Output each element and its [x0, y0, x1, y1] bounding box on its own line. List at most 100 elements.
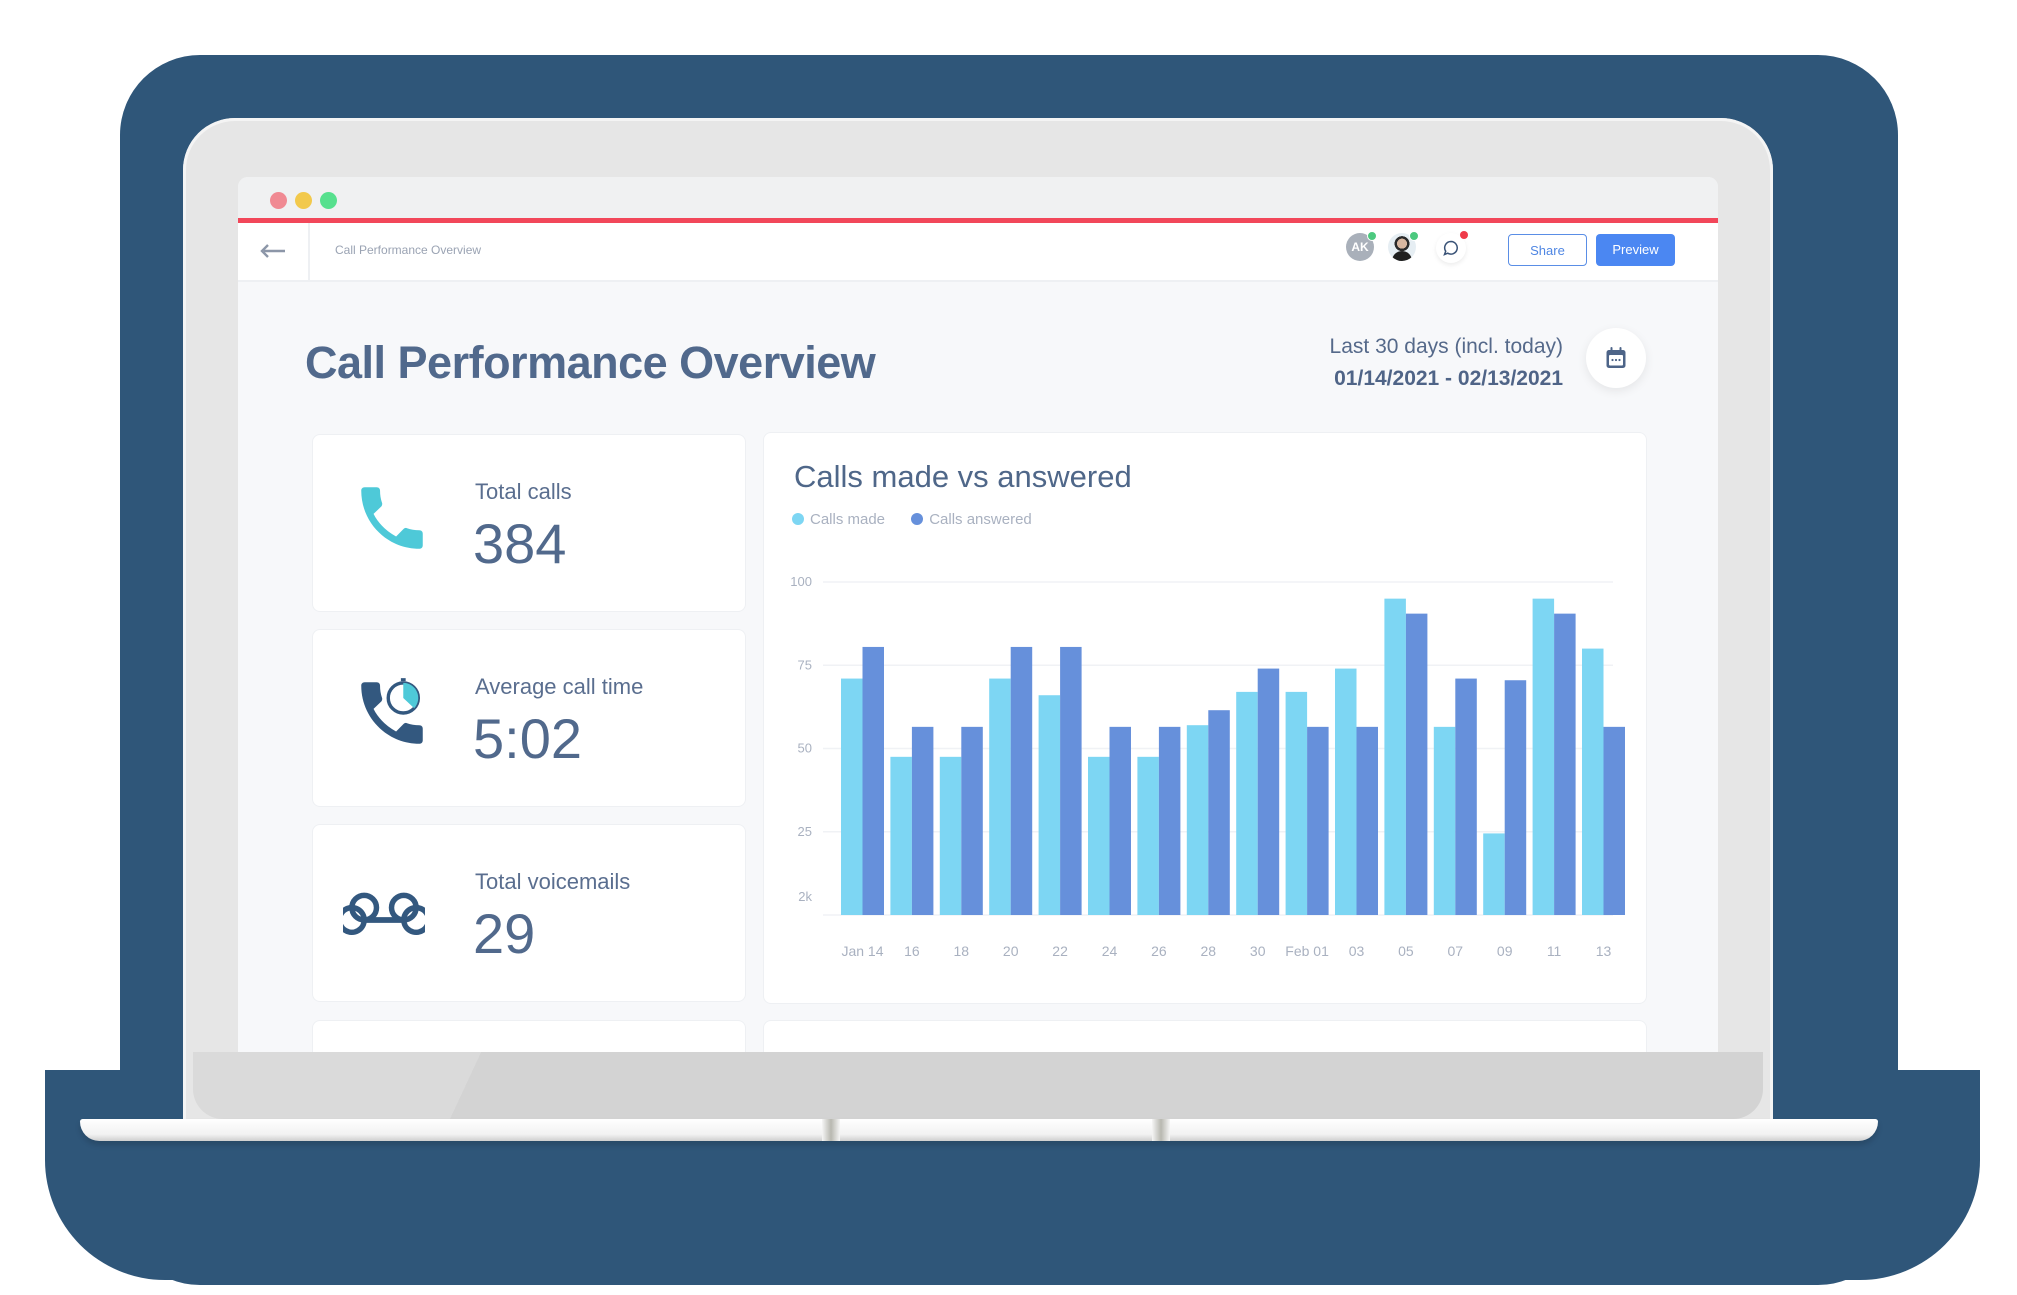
- legend-swatch: [792, 513, 804, 525]
- app-header: Call Performance Overview AK Share Previ…: [238, 223, 1718, 282]
- bar[interactable]: [1285, 691, 1308, 915]
- x-tick-label: 05: [1398, 943, 1414, 959]
- bar[interactable]: [1335, 668, 1357, 915]
- bar[interactable]: [989, 678, 1011, 915]
- minimize-window-button[interactable]: [295, 192, 312, 209]
- legend-swatch: [911, 513, 924, 525]
- bar[interactable]: [1483, 833, 1505, 915]
- x-tick-label: 11: [1547, 943, 1562, 959]
- stat-label: Total calls: [475, 479, 572, 504]
- online-status-dot: [1367, 231, 1377, 241]
- notification-badge: [1460, 231, 1468, 239]
- x-tick-label: 09: [1497, 943, 1513, 959]
- stat-label: Average call time: [475, 674, 644, 699]
- x-tick-label: 28: [1201, 943, 1217, 959]
- x-tick-label: 20: [1003, 943, 1019, 959]
- bar[interactable]: [1384, 598, 1406, 915]
- legend-item[interactable]: Calls made: [792, 511, 885, 528]
- stat-value: 5:02: [473, 707, 582, 770]
- bar[interactable]: [1109, 726, 1132, 915]
- x-tick-label: 26: [1151, 943, 1167, 959]
- page-title: Call Performance Overview: [305, 337, 876, 388]
- bar[interactable]: [1010, 646, 1033, 915]
- phone-timer-icon: [361, 678, 423, 744]
- legend-label: Calls made: [810, 511, 886, 528]
- bar[interactable]: [1060, 646, 1082, 915]
- y-tick-label: 100: [790, 574, 812, 589]
- bar[interactable]: [939, 756, 962, 915]
- bar[interactable]: [1356, 726, 1379, 915]
- bar[interactable]: [1504, 680, 1527, 915]
- y-tick-label: 25: [798, 824, 812, 839]
- y-tick-label: 75: [798, 657, 812, 672]
- legend-item[interactable]: Calls answered: [911, 511, 1032, 528]
- online-status-dot: [1409, 231, 1419, 241]
- voicemail-icon: [343, 892, 425, 935]
- app-screen: Call Performance Overview AK Share Previ…: [238, 177, 1718, 1052]
- accent-bar: [238, 218, 1718, 223]
- bar[interactable]: [1186, 725, 1209, 915]
- close-window-button[interactable]: [270, 192, 287, 209]
- bar[interactable]: [1455, 678, 1477, 915]
- laptop-hinge-right: [1152, 1119, 1170, 1141]
- chart-card-partial: [763, 1020, 1647, 1052]
- stat-card-partial: [312, 1020, 746, 1052]
- bar[interactable]: [1307, 726, 1329, 915]
- bar[interactable]: [1038, 695, 1061, 915]
- x-tick-label: 18: [954, 943, 970, 959]
- bar[interactable]: [1554, 613, 1576, 915]
- bar[interactable]: [1088, 756, 1110, 915]
- calendar-icon: [1606, 347, 1626, 368]
- x-tick-label: 24: [1102, 943, 1118, 959]
- bar[interactable]: [1603, 726, 1626, 915]
- avatar-initials: AK: [1351, 240, 1369, 254]
- maximize-window-button[interactable]: [320, 192, 337, 209]
- bar[interactable]: [1158, 726, 1181, 915]
- x-tick-label: 22: [1052, 943, 1068, 959]
- window-titlebar: [238, 177, 1718, 218]
- avatar[interactable]: AK: [1346, 233, 1374, 261]
- laptop-bezel: [193, 1052, 1763, 1119]
- chart-title: Calls made vs answered: [794, 459, 1132, 494]
- share-button[interactable]: Share: [1508, 234, 1587, 266]
- y-tick-label: 2k: [798, 889, 812, 904]
- x-tick-label: 03: [1349, 943, 1365, 959]
- laptop-hinge-left: [822, 1119, 840, 1141]
- bar[interactable]: [1137, 756, 1159, 915]
- x-tick-label: 07: [1448, 943, 1464, 959]
- y-tick-label: 50: [798, 741, 812, 756]
- bar[interactable]: [841, 678, 863, 915]
- bar[interactable]: [1582, 648, 1604, 915]
- x-tick-label: Jan 14: [841, 943, 883, 959]
- stat-label: Total voicemails: [475, 869, 631, 894]
- preview-button[interactable]: Preview: [1596, 234, 1675, 266]
- chart-card-calls: Calls made vs answered Calls made Calls …: [763, 432, 1647, 1004]
- stat-value: 29: [473, 902, 536, 965]
- bar-chart: 2k 25 50 75 100 Jan 14 16 18 20 22 24 26 28 30 Feb 01 0…: [790, 574, 1626, 959]
- x-tick-label: 13: [1596, 943, 1612, 959]
- date-picker-button[interactable]: [1586, 328, 1646, 388]
- bar[interactable]: [862, 646, 885, 915]
- bar[interactable]: [1236, 691, 1258, 915]
- date-range-value: 01/14/2021 - 02/13/2021: [1334, 367, 1563, 390]
- x-tick-label: 30: [1250, 943, 1266, 959]
- stat-card-total-calls: Total calls 384: [312, 434, 746, 612]
- bar[interactable]: [1433, 726, 1456, 915]
- arrow-left-icon: [260, 244, 285, 258]
- bar[interactable]: [911, 726, 934, 915]
- bar[interactable]: [890, 756, 912, 915]
- phone-icon: [361, 487, 423, 549]
- date-range-label: Last 30 days (incl. today): [1329, 335, 1563, 358]
- legend-label: Calls answered: [929, 511, 1032, 528]
- stat-card-total-voicemails: Total voicemails 29: [312, 824, 746, 1002]
- back-button[interactable]: [238, 223, 310, 280]
- breadcrumb: Call Performance Overview: [335, 243, 482, 257]
- x-tick-label: Feb 01: [1285, 943, 1329, 959]
- laptop-base: [80, 1119, 1878, 1141]
- bar[interactable]: [1405, 613, 1428, 915]
- bar[interactable]: [1257, 668, 1280, 915]
- chart-legend: Calls made Calls answered: [792, 511, 1054, 528]
- bar[interactable]: [1532, 598, 1555, 915]
- bar[interactable]: [1208, 710, 1230, 915]
- bar[interactable]: [961, 726, 983, 915]
